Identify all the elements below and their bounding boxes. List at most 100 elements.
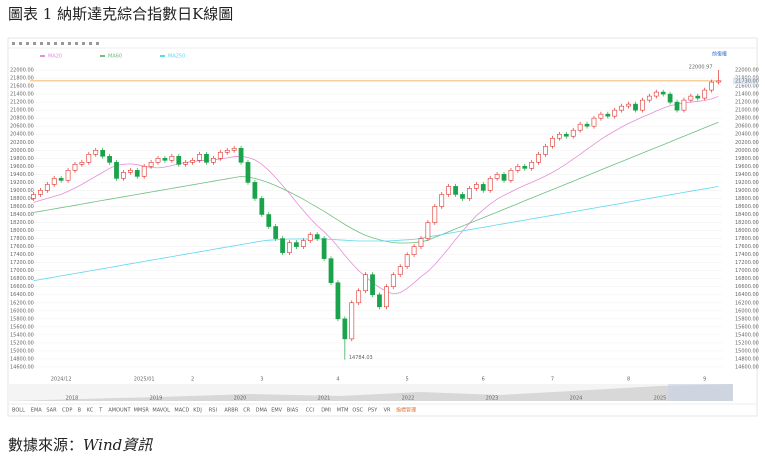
y-tick-label: 14800.00 [10,356,34,362]
candle-body [633,103,638,111]
x-tick-label: 4 [336,377,339,383]
chart-title: 圖表 1 納斯達克綜合指數日K線圖 [8,5,233,23]
candle-body [141,166,147,177]
navigator-year: 2020 [234,396,247,402]
indicator-tab[interactable]: KC [87,408,94,414]
indicator-tab[interactable]: PSY [368,408,378,414]
indicator-tab[interactable]: DMA [256,408,268,414]
y-tick-label-right: 18400.00 [735,212,759,218]
navigator-year: 2023 [486,396,499,402]
y-tick-label-right: 20400.00 [735,132,759,138]
candle-body [300,240,306,247]
candle-body [121,172,126,179]
indicator-tab[interactable]: VR [384,408,391,414]
candle-body [446,186,452,195]
indicator-tab[interactable]: BIAS [287,408,299,414]
candle-body [626,103,631,107]
candle-body [107,156,112,163]
y-tick-label-right: 14600.00 [735,364,759,370]
y-tick-label-right: 15800.00 [735,316,759,322]
y-tick-label-right: 18800.00 [735,196,759,202]
indicator-tab[interactable]: CCI [306,408,314,414]
candle-body [460,194,465,199]
y-tick-label-right: 21400.00 [735,92,759,98]
candle-body [522,166,528,169]
navigator-year: 2024 [570,396,583,402]
y-tick-label: 17800.00 [10,236,34,242]
max-label: 22000.97 [689,64,713,70]
y-tick-label-right: 15400.00 [735,332,759,338]
y-tick-label-right: 21200.00 [735,100,759,106]
candle-body [51,178,57,185]
indicator-tab[interactable]: MAVOL [152,408,170,414]
indicator-tab[interactable]: KDJ [193,408,202,414]
adjust-label[interactable]: 前復權 [712,51,727,58]
y-tick-label-right: 20600.00 [735,124,759,130]
candle-body [619,105,625,111]
y-tick-label: 15200.00 [10,340,34,346]
chart-frame [7,37,758,417]
toolbar-icons [12,42,99,45]
candle-body [390,274,396,288]
indicator-tab[interactable]: T [98,408,103,414]
candle-body [432,206,438,223]
candle-body [31,194,36,199]
indicator-tab[interactable]: BOLL [12,408,25,414]
y-tick-label: 21200.00 [10,100,34,106]
navigator-year: 2022 [402,396,415,402]
y-tick-label-right: 17200.00 [735,260,759,266]
candle-body [418,238,424,247]
y-tick-label: 18200.00 [10,220,34,226]
candle-body [605,113,611,117]
indicator-tab[interactable]: EMA [31,408,42,414]
indicator-tab[interactable]: AMOUNT [108,408,131,414]
candle-body [307,234,313,241]
legend-swatch [100,55,105,57]
navigator-window[interactable] [668,384,733,401]
candle-body [169,156,175,161]
candle-body [667,93,673,103]
y-tick-label-right: 18600.00 [735,204,759,210]
x-tick-label: 9 [703,377,706,383]
y-tick-label: 21800.00 [10,76,34,82]
candle-body [702,89,708,99]
candle-body [79,162,85,165]
candle-body [384,286,389,308]
candle-body [224,149,230,153]
candle-body [238,147,244,163]
indicator-tab[interactable]: ARBR [224,408,238,414]
y-tick-label: 15600.00 [10,324,34,330]
indicator-tab[interactable]: CR [243,408,250,414]
y-tick-label: 20800.00 [10,116,34,122]
candle-body [508,170,514,181]
y-tick-label: 14600.00 [10,364,34,370]
indicator-tab[interactable]: RSI [209,408,217,414]
candle-body [411,246,417,255]
x-tick-label: 2024/12 [51,377,72,383]
y-tick-label: 16400.00 [10,292,34,298]
y-tick-label: 18000.00 [10,228,34,234]
indicator-tab[interactable]: MACD [174,408,189,414]
indicator-tab[interactable]: DMI [321,408,331,414]
indicator-tab[interactable]: SAR [46,408,57,414]
indicator-tab[interactable]: MMSR [134,408,150,414]
indicator-tab[interactable]: OSC [352,408,363,414]
candle-body [197,153,202,161]
y-tick-label: 19800.00 [10,156,34,162]
indicator-tab[interactable]: B [78,408,82,414]
candle-body [114,162,119,179]
indicator-tab[interactable]: EMV [271,408,282,414]
y-tick-label: 16800.00 [10,276,34,282]
candle-body [93,149,99,155]
candle-body [335,282,341,320]
indicator-tab[interactable]: MTM [337,408,349,414]
candle-body [217,151,223,159]
candle-body [162,158,168,161]
min-label: 14784.03 [349,355,373,361]
y-tick-label-right: 16400.00 [735,292,759,298]
candle-body [653,91,659,97]
y-tick-label: 21400.00 [10,92,34,98]
indicator-tab[interactable]: 指標管理 [396,407,416,414]
indicator-tab[interactable]: CDP [62,408,72,414]
